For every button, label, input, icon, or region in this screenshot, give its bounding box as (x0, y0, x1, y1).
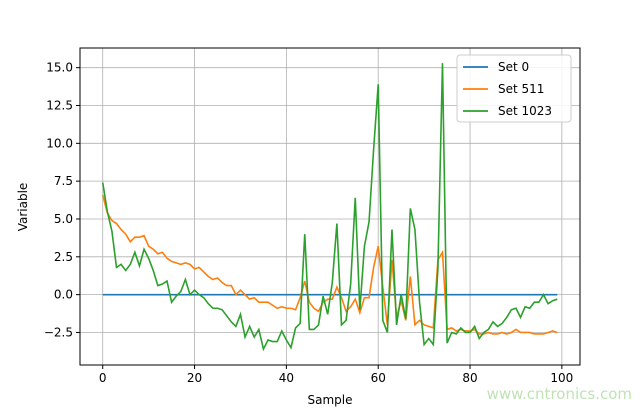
x-axis-label: Sample (308, 393, 353, 407)
ticks: 0 20 40 60 80 100 −2.5 0.0 2.5 5.0 7.5 10.0 12.5 15.0 (44, 61, 573, 385)
y-tick-label: 7.5 (54, 174, 73, 188)
legend-label: Set 1023 (498, 104, 552, 118)
watermark: www.cntronics.com (486, 385, 632, 403)
y-tick-label: 10.0 (46, 136, 73, 150)
x-tick-label: 20 (187, 371, 202, 385)
series-line-set-1023 (101, 63, 558, 352)
y-axis-label: Variable (16, 183, 30, 232)
y-tick-label: −2.5 (44, 325, 73, 339)
legend-label: Set 511 (498, 82, 544, 96)
y-tick-label: 15.0 (46, 61, 73, 75)
x-tick-label: 100 (550, 371, 573, 385)
y-tick-label: 5.0 (54, 212, 73, 226)
x-tick-label: 0 (99, 371, 107, 385)
series-lines (101, 63, 558, 352)
x-tick-label: 80 (462, 371, 477, 385)
y-tick-label: 0.0 (54, 288, 73, 302)
legend: Set 0 Set 511 Set 1023 (456, 54, 572, 123)
legend-box (456, 54, 572, 123)
legend-label: Set 0 (498, 60, 529, 74)
plot-frame (79, 47, 581, 366)
x-tick-label: 40 (279, 371, 294, 385)
x-tick-label: 60 (371, 371, 386, 385)
y-tick-label: 12.5 (46, 98, 73, 112)
y-tick-label: 2.5 (54, 250, 73, 264)
series-line-set-511 (101, 194, 558, 335)
